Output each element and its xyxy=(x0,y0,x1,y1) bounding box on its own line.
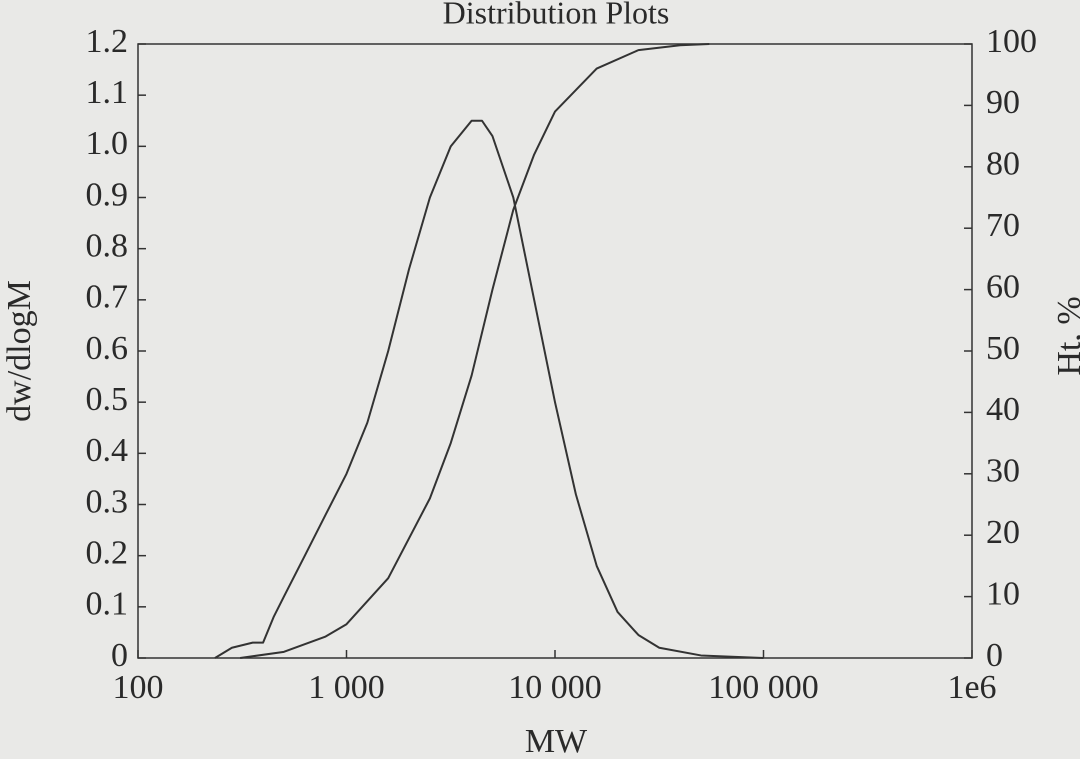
x-tick-label: 10 000 xyxy=(508,669,602,706)
x-tick-label: 1e6 xyxy=(947,669,996,706)
x-tick-label: 100 xyxy=(113,669,164,706)
y2-tick-label: 80 xyxy=(986,146,1020,183)
y2-tick-label: 0 xyxy=(986,637,1003,674)
y-tick-label: 0 xyxy=(111,637,128,674)
y2-tick-label: 20 xyxy=(986,514,1020,551)
series-line xyxy=(240,43,710,659)
y-tick-label: 1.1 xyxy=(86,74,129,111)
y2-tick-label: 40 xyxy=(986,391,1020,428)
y-tick-label: 0.3 xyxy=(86,483,129,520)
y2-tick-label: 100 xyxy=(986,23,1037,60)
series-line xyxy=(214,119,764,659)
y2-tick-label: 10 xyxy=(986,575,1020,612)
x-tick-label: 1 000 xyxy=(308,669,385,706)
y-tick-label: 1.2 xyxy=(86,23,129,60)
y-tick-label: 0.8 xyxy=(86,227,129,264)
y-axis-label: dw/dlogM xyxy=(1,280,38,422)
y-tick-label: 0.5 xyxy=(86,381,129,418)
x-axis-label: MW xyxy=(525,723,588,759)
y-tick-label: 0.2 xyxy=(86,534,129,571)
y-tick-label: 1.0 xyxy=(86,125,129,162)
y2-tick-label: 50 xyxy=(986,330,1020,367)
y-tick-label: 0.9 xyxy=(86,176,129,213)
y2-tick-label: 70 xyxy=(986,207,1020,244)
plot-frame xyxy=(137,43,973,659)
y2-tick-label: 30 xyxy=(986,453,1020,490)
y2-tick-label: 60 xyxy=(986,268,1020,305)
y-tick-label: 0.1 xyxy=(86,586,129,623)
y2-axis-label: Ht, % xyxy=(1051,296,1080,375)
x-tick-label: 100 000 xyxy=(708,669,819,706)
y-tick-label: 0.4 xyxy=(86,432,129,469)
y2-tick-label: 90 xyxy=(986,84,1020,121)
y-tick-label: 0.7 xyxy=(86,279,129,316)
y-tick-label: 0.6 xyxy=(86,330,129,367)
chart-title: Distribution Plots xyxy=(443,0,670,30)
